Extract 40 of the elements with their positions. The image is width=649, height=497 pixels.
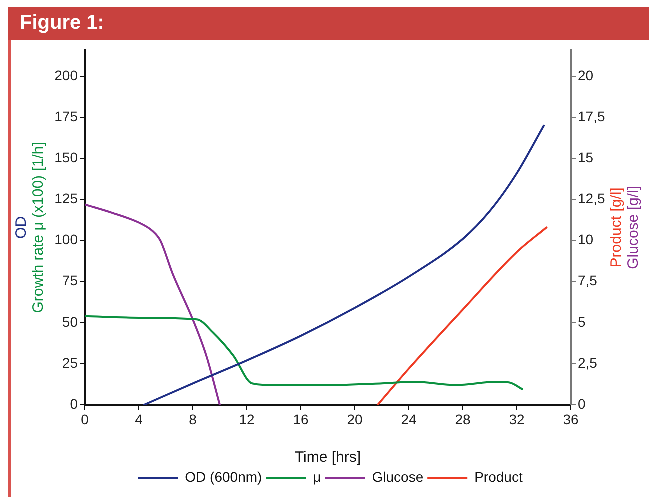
y2-tick-label: 0 bbox=[578, 396, 586, 412]
x-axis-title: Time [hrs] bbox=[294, 449, 362, 466]
legend-label: OD (600nm) bbox=[185, 468, 262, 485]
x-tick-label: 16 bbox=[293, 411, 309, 428]
y-tick-label: 75 bbox=[62, 272, 78, 289]
x-tick-label: 4 bbox=[135, 411, 144, 428]
y-tick-label: 100 bbox=[54, 232, 78, 248]
line-series bbox=[85, 315, 524, 390]
line-series bbox=[143, 124, 545, 405]
y2-tick-label: 12,5 bbox=[578, 190, 606, 207]
x-tick-label: 12 bbox=[239, 411, 255, 428]
y2-tick-label: 7,5 bbox=[578, 272, 598, 289]
y-tick-label: 0 bbox=[70, 396, 78, 412]
line-series bbox=[85, 204, 221, 405]
y2-tick-label: 20 bbox=[578, 68, 594, 84]
chart-title: Figure 1: bbox=[8, 7, 649, 40]
x-tick-label: 32 bbox=[509, 411, 525, 428]
y-tick-label: 25 bbox=[62, 354, 78, 371]
y-tick-label: 150 bbox=[54, 150, 78, 166]
x-tick-label: 8 bbox=[189, 411, 198, 428]
y2-tick-label: 15 bbox=[578, 150, 594, 166]
legend-label: Product bbox=[474, 468, 523, 485]
y2-axis-title: Product [g/l] Glucose [g/l] bbox=[608, 186, 642, 270]
y-tick-label: 200 bbox=[54, 68, 78, 84]
y2-tick-label: 2,5 bbox=[578, 354, 598, 371]
y2-tick-label: 5 bbox=[578, 314, 586, 330]
y-tick-label: 175 bbox=[54, 108, 78, 125]
y-axis-title: OD Growth rate μ (x100) [1/h] bbox=[13, 142, 48, 314]
x-tick-label: 24 bbox=[401, 411, 417, 428]
x-tick-label: 28 bbox=[455, 411, 471, 428]
x-tick-label: 20 bbox=[347, 411, 363, 428]
y2-tick-label: 17,5 bbox=[578, 108, 606, 125]
line-series bbox=[376, 226, 548, 405]
x-tick-label: 36 bbox=[563, 411, 579, 428]
legend-label: μ bbox=[313, 468, 322, 485]
y-tick-label: 125 bbox=[54, 190, 78, 207]
legend-label: Glucose bbox=[372, 468, 424, 485]
x-tick-label: 0 bbox=[81, 411, 90, 428]
y2-tick-label: 10 bbox=[578, 232, 594, 248]
y-tick-label: 50 bbox=[62, 314, 78, 330]
